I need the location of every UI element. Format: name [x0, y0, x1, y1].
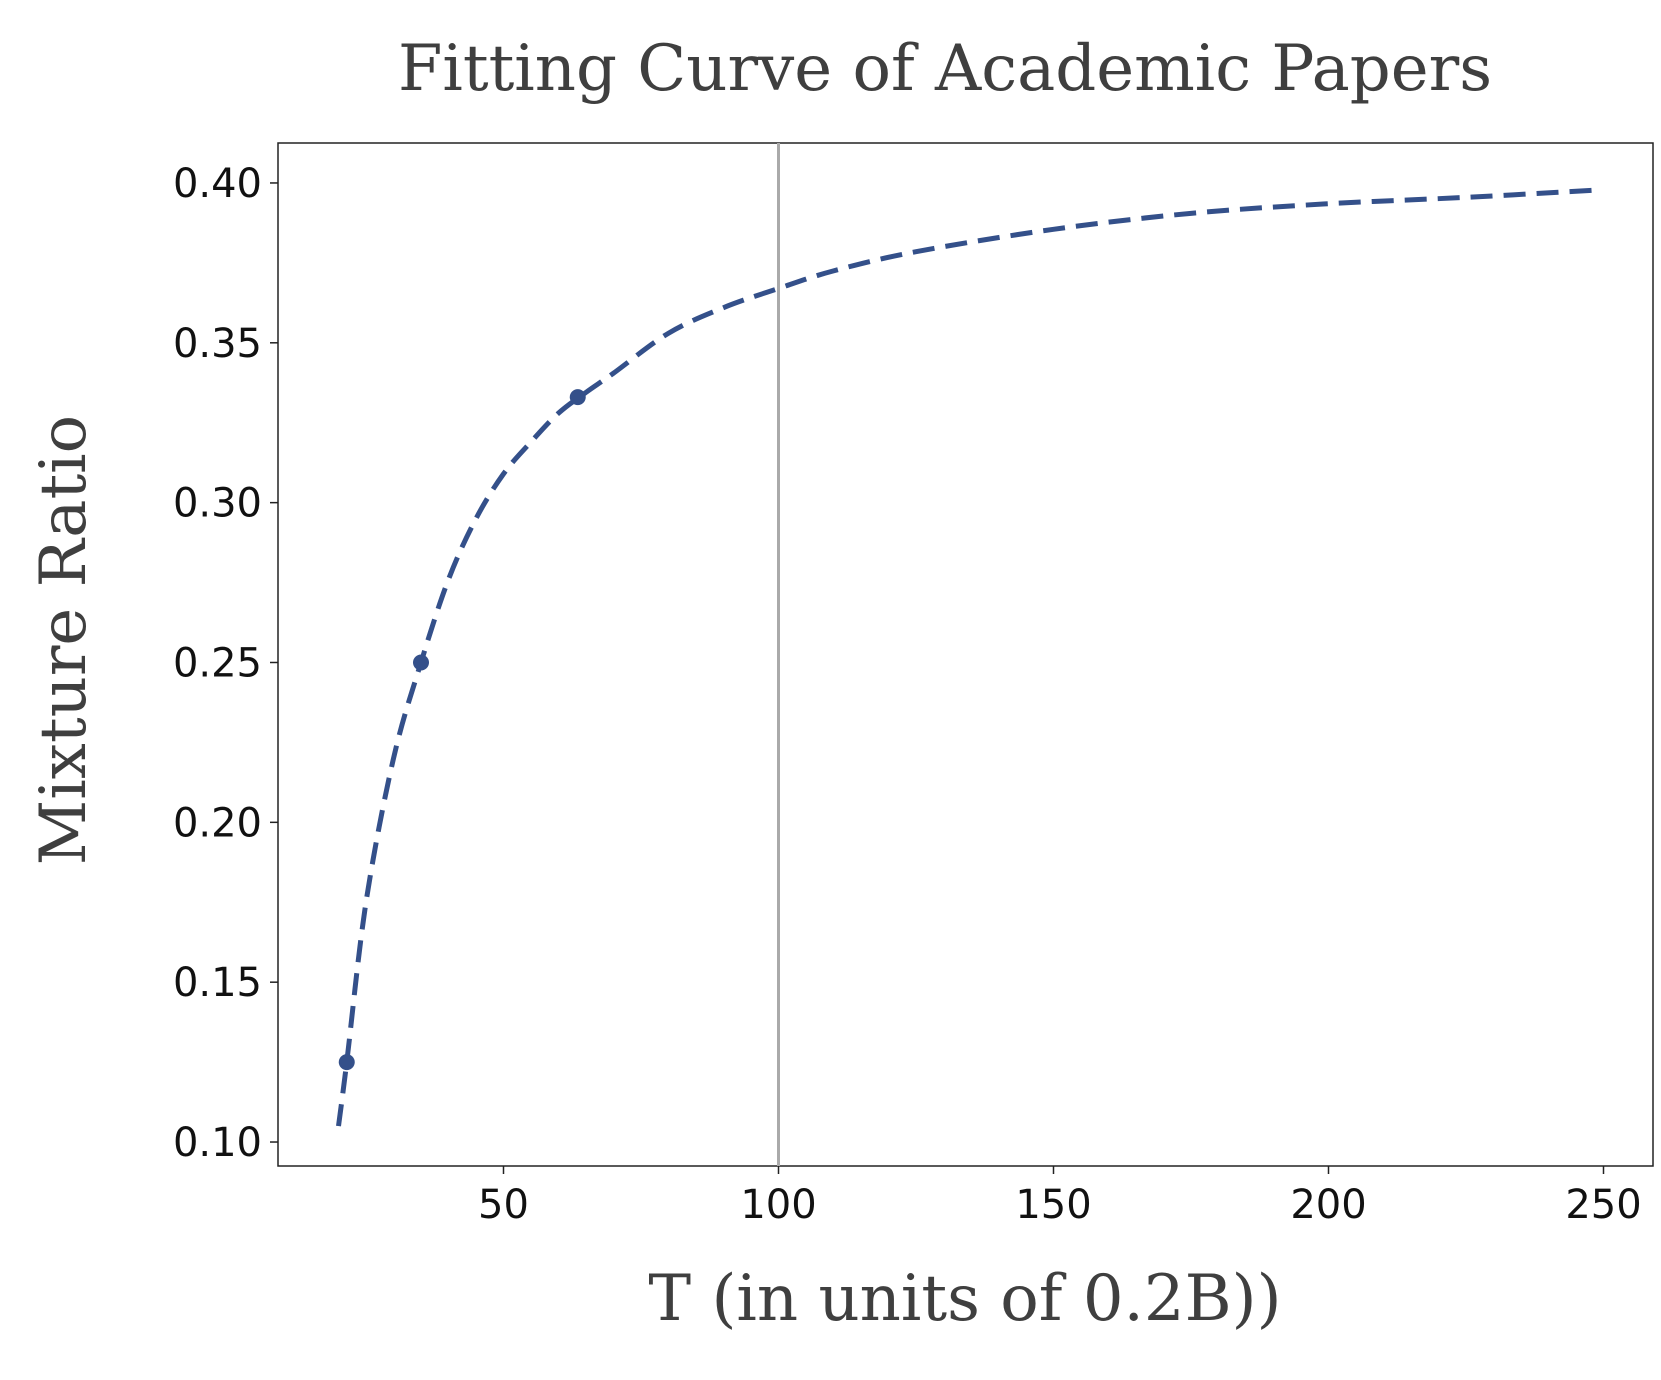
x-axis-title: T (in units of 0.2B)): [648, 1262, 1281, 1336]
observed-data-point: [569, 389, 586, 406]
y-tick-label: 0.35: [173, 321, 262, 367]
y-tick-label: 0.40: [173, 161, 262, 207]
observed-data-point: [413, 654, 429, 671]
y-tick-label: 0.10: [173, 1120, 262, 1166]
fitted-curve-line: [336, 187, 1599, 1127]
y-tick-label: 0.20: [173, 800, 262, 846]
x-tick-label: 150: [1015, 1182, 1091, 1228]
x-axis-ticks: 50 100 150 200 250: [478, 1166, 1642, 1228]
x-tick-label: 100: [740, 1182, 816, 1228]
y-axis-title: Mixture Ratio: [27, 415, 101, 865]
series-layer: [336, 187, 1599, 1127]
y-tick-label: 0.15: [173, 960, 262, 1006]
x-tick-label: 200: [1290, 1182, 1366, 1228]
observed-data-point: [338, 1054, 355, 1071]
x-tick-label: 50: [478, 1182, 529, 1228]
y-tick-label: 0.25: [173, 640, 262, 686]
chart-title: Fitting Curve of Academic Papers: [398, 32, 1492, 106]
plot-frame: [277, 142, 1654, 1167]
x-tick-label: 250: [1565, 1182, 1641, 1228]
y-tick-label: 0.30: [173, 481, 262, 527]
y-axis-ticks: 0.10 0.15 0.20 0.25 0.30 0.35 0.40: [173, 161, 278, 1166]
